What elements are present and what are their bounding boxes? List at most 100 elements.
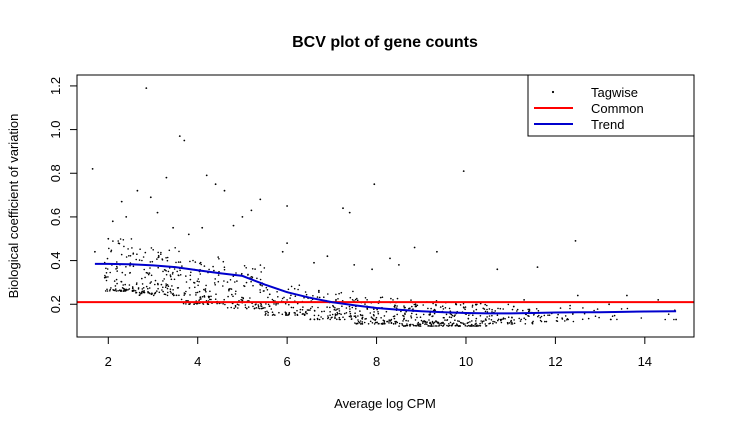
tagwise-point <box>381 296 384 299</box>
tagwise-point <box>138 291 141 294</box>
tagwise-point <box>404 325 406 327</box>
tagwise-point <box>193 281 195 284</box>
tagwise-point <box>162 290 164 293</box>
tagwise-point <box>120 200 123 203</box>
y-tick-label: 1.0 <box>48 121 63 139</box>
tagwise-point <box>373 308 375 311</box>
tagwise-point <box>609 318 612 321</box>
tagwise-point <box>497 319 499 322</box>
tagwise-point <box>143 290 145 292</box>
legend: Tagwise Common Trend <box>527 74 695 137</box>
tagwise-point <box>307 309 310 311</box>
tagwise-point <box>353 264 356 266</box>
tagwise-point <box>413 303 416 306</box>
tagwise-point <box>412 308 414 310</box>
tagwise-point <box>255 307 258 309</box>
tagwise-point <box>286 205 288 207</box>
tagwise-point <box>132 252 135 254</box>
tagwise-point <box>409 325 411 327</box>
tagwise-point <box>335 298 337 301</box>
tagwise-point <box>199 262 201 265</box>
tagwise-point <box>259 283 262 286</box>
tagwise-point <box>430 322 432 324</box>
tagwise-point <box>394 322 397 325</box>
tagwise-point <box>267 303 270 306</box>
tagwise-point <box>411 312 413 315</box>
tagwise-point <box>208 296 210 299</box>
tagwise-point <box>510 323 513 325</box>
tagwise-point <box>116 282 118 285</box>
tagwise-point <box>156 258 158 260</box>
tagwise-point <box>486 308 488 311</box>
tagwise-point <box>555 320 558 322</box>
tagwise-point <box>334 314 337 317</box>
tagwise-point <box>131 247 133 249</box>
tagwise-point <box>320 316 322 318</box>
tagwise-point <box>162 270 164 273</box>
tagwise-point <box>422 322 424 325</box>
tagwise-point <box>125 266 127 268</box>
tagwise-point <box>419 323 421 326</box>
tagwise-point <box>484 303 487 306</box>
tagwise-point <box>322 317 324 320</box>
tagwise-point <box>462 322 464 324</box>
tagwise-point <box>417 325 420 327</box>
tagwise-point <box>216 302 218 305</box>
tagwise-point <box>264 311 267 313</box>
tagwise-point <box>396 297 399 300</box>
y-tick-label: 1.2 <box>48 77 63 95</box>
tagwise-point <box>540 320 543 323</box>
tagwise-point <box>479 325 482 327</box>
tagwise-point <box>451 314 454 317</box>
tagwise-point <box>667 313 670 316</box>
tagwise-point <box>323 310 326 313</box>
x-tick-label: 4 <box>194 354 201 369</box>
tagwise-point <box>313 314 316 317</box>
tagwise-point <box>152 294 155 297</box>
tagwise-point <box>122 284 124 286</box>
tagwise-point <box>675 318 677 321</box>
tagwise-point <box>286 299 288 301</box>
tagwise-point <box>147 291 149 294</box>
tagwise-point <box>273 303 275 305</box>
tagwise-point <box>359 323 362 325</box>
tagwise-point <box>462 323 465 326</box>
tagwise-point <box>197 284 199 287</box>
tagwise-point <box>488 318 490 320</box>
tagwise-point <box>236 280 238 282</box>
tagwise-point <box>260 305 263 308</box>
tagwise-point <box>226 281 229 283</box>
tagwise-point <box>443 323 446 325</box>
tagwise-point <box>398 325 400 327</box>
tagwise-point <box>486 304 488 307</box>
tagwise-point <box>166 287 169 290</box>
tagwise-point <box>334 313 337 315</box>
tagwise-point <box>327 293 329 295</box>
tagwise-point <box>574 240 577 242</box>
tagwise-point <box>537 315 539 318</box>
tagwise-point <box>381 322 384 325</box>
tagwise-point <box>149 196 152 199</box>
tagwise-point <box>252 284 254 287</box>
tagwise-point <box>141 259 143 262</box>
tagwise-point <box>329 311 331 313</box>
tagwise-point <box>170 292 172 294</box>
tagwise-point <box>569 304 571 307</box>
legend-box <box>527 74 695 137</box>
tagwise-point <box>166 294 169 297</box>
tagwise-point <box>188 303 190 305</box>
x-tick-label: 10 <box>459 354 473 369</box>
tagwise-point <box>373 318 375 321</box>
tagwise-point <box>135 283 138 286</box>
tagwise-point <box>406 323 408 325</box>
tagwise-point <box>137 287 140 289</box>
tagwise-point <box>232 224 235 227</box>
tagwise-point <box>455 324 457 327</box>
tagwise-point <box>213 269 215 272</box>
tagwise-point <box>169 275 172 278</box>
tagwise-point <box>157 282 159 285</box>
tagwise-point <box>349 310 351 313</box>
tagwise-point <box>200 263 202 266</box>
tagwise-point <box>422 320 424 323</box>
tagwise-point <box>296 314 299 317</box>
